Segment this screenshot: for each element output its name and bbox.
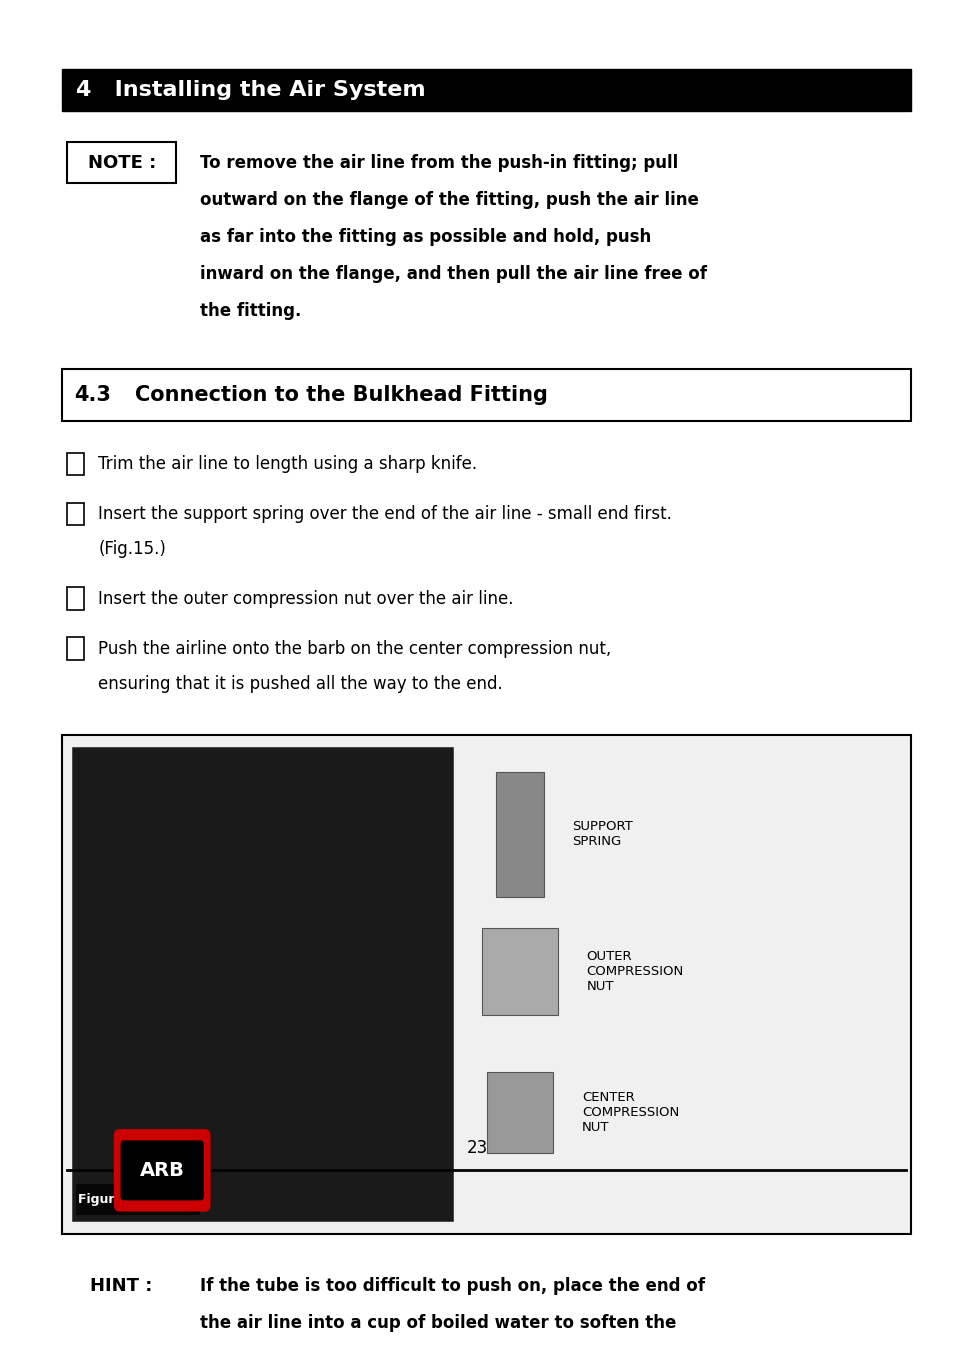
Text: HINT :: HINT : [91,1277,152,1295]
Bar [481,927,558,1015]
Text: Insert the outer compression nut over the air line.: Insert the outer compression nut over th… [98,590,514,608]
Text: the air line into a cup of boiled water to soften the: the air line into a cup of boiled water … [200,1314,676,1331]
FancyBboxPatch shape [114,1130,210,1211]
Text: Insert the support spring over the end of the air line - small end first.: Insert the support spring over the end o… [98,505,672,522]
Text: CENTER
COMPRESSION
NUT: CENTER COMPRESSION NUT [581,1091,679,1134]
Text: the fitting.: the fitting. [200,302,301,320]
Text: 4   Installing the Air System: 4 Installing the Air System [76,80,425,100]
Text: Connection to the Bulkhead Fitting: Connection to the Bulkhead Fitting [135,385,548,405]
Text: 4.3: 4.3 [74,385,112,405]
Bar [71,747,453,1222]
Text: outward on the flange of the fitting, push the air line: outward on the flange of the fitting, pu… [200,190,699,209]
Text: 23: 23 [466,1139,487,1157]
Bar [496,772,543,896]
Text: Trim the air line to length using a sharp knife.: Trim the air line to length using a shar… [98,455,476,472]
Bar [67,637,84,660]
FancyBboxPatch shape [121,1141,203,1200]
Text: NOTE :: NOTE : [88,154,155,171]
Bar [67,452,84,475]
Text: (Fig.15.): (Fig.15.) [98,540,166,558]
Bar [67,587,84,610]
Text: ARB: ARB [139,1161,185,1180]
Bar [62,69,910,111]
Bar [67,502,84,525]
Text: SUPPORT
SPRING: SUPPORT SPRING [572,821,633,849]
Text: as far into the fitting as possible and hold, push: as far into the fitting as possible and … [200,228,651,246]
Bar [486,1072,553,1153]
Bar [62,734,910,1234]
Text: Push the airline onto the barb on the center compression nut,: Push the airline onto the barb on the ce… [98,640,611,657]
Bar [67,142,176,184]
Bar [76,1184,200,1215]
Text: Figure 15.: Figure 15. [78,1193,150,1206]
Text: ensuring that it is pushed all the way to the end.: ensuring that it is pushed all the way t… [98,675,502,693]
Text: inward on the flange, and then pull the air line free of: inward on the flange, and then pull the … [200,265,706,284]
Text: OUTER
COMPRESSION
NUT: OUTER COMPRESSION NUT [586,950,683,994]
Bar [67,1265,176,1307]
Text: If the tube is too difficult to push on, place the end of: If the tube is too difficult to push on,… [200,1277,704,1295]
Bar [62,369,910,421]
Text: To remove the air line from the push-in fitting; pull: To remove the air line from the push-in … [200,154,678,171]
